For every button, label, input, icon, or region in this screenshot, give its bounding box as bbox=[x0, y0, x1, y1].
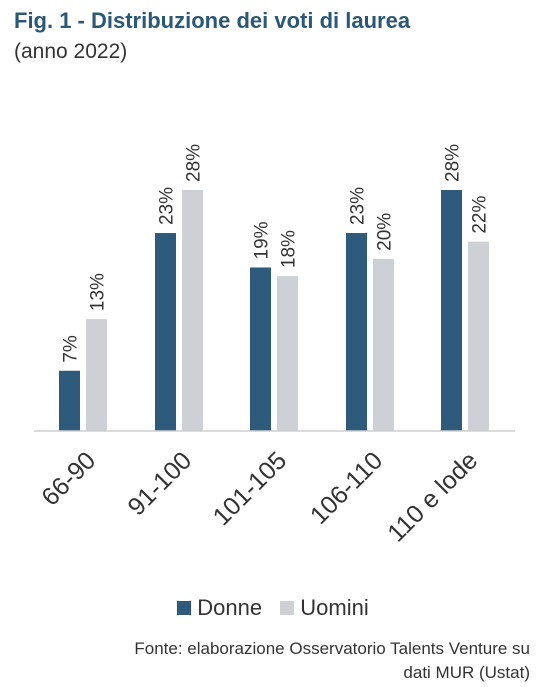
bar-donne-3 bbox=[346, 233, 367, 431]
source-line-1: Fonte: elaborazione Osservatorio Talents… bbox=[134, 639, 530, 658]
chart-legend: Donne Uomini bbox=[0, 595, 546, 621]
bar-uomini-2 bbox=[277, 276, 298, 431]
data-label-uomini-2: 18% bbox=[279, 230, 300, 268]
legend-item-uomini: Uomini bbox=[280, 595, 369, 621]
legend-label-donne: Donne bbox=[197, 595, 263, 620]
bar-uomini-0 bbox=[86, 319, 107, 431]
data-label-donne-3: 23% bbox=[348, 187, 369, 225]
legend-swatch-donne bbox=[177, 601, 192, 615]
data-label-donne-1: 23% bbox=[157, 187, 178, 225]
source-note: Fonte: elaborazione Osservatorio Talents… bbox=[10, 637, 530, 685]
legend-label-uomini: Uomini bbox=[300, 595, 369, 620]
bar-chart: 7% 13% 66-90 23% 28% 91-100 19% 18% 101-105 23% 20… bbox=[34, 144, 515, 548]
data-label-donne-4: 28% bbox=[443, 144, 464, 182]
data-label-uomini-1: 28% bbox=[184, 144, 205, 182]
bar-uomini-3 bbox=[373, 258, 394, 431]
chart-subtitle: (anno 2022) bbox=[14, 40, 128, 63]
data-label-uomini-3: 20% bbox=[375, 213, 396, 251]
tick-label-1: 91-100 bbox=[122, 446, 197, 521]
bar-donne-4 bbox=[441, 190, 462, 431]
chart-title: Fig. 1 - Distribuzione dei voti di laure… bbox=[14, 8, 411, 33]
data-label-donne-0: 7% bbox=[61, 335, 82, 363]
bar-uomini-4 bbox=[468, 241, 489, 431]
bar-donne-2 bbox=[250, 267, 271, 431]
data-label-uomini-0: 13% bbox=[88, 273, 109, 311]
bar-uomini-1 bbox=[182, 190, 203, 431]
tick-label-2: 101-105 bbox=[208, 446, 293, 531]
data-label-uomini-4: 22% bbox=[470, 196, 491, 234]
tick-label-3: 106-110 bbox=[305, 446, 388, 529]
tick-label-0: 66-90 bbox=[36, 446, 101, 511]
tick-label-4: 110 e lode bbox=[382, 446, 483, 547]
legend-item-donne: Donne bbox=[177, 595, 262, 621]
bar-donne-1 bbox=[155, 233, 176, 431]
bar-donne-0 bbox=[59, 370, 80, 431]
data-label-donne-2: 19% bbox=[252, 221, 273, 259]
legend-swatch-uomini bbox=[280, 601, 295, 615]
source-line-2: dati MUR (Ustat) bbox=[403, 663, 530, 682]
